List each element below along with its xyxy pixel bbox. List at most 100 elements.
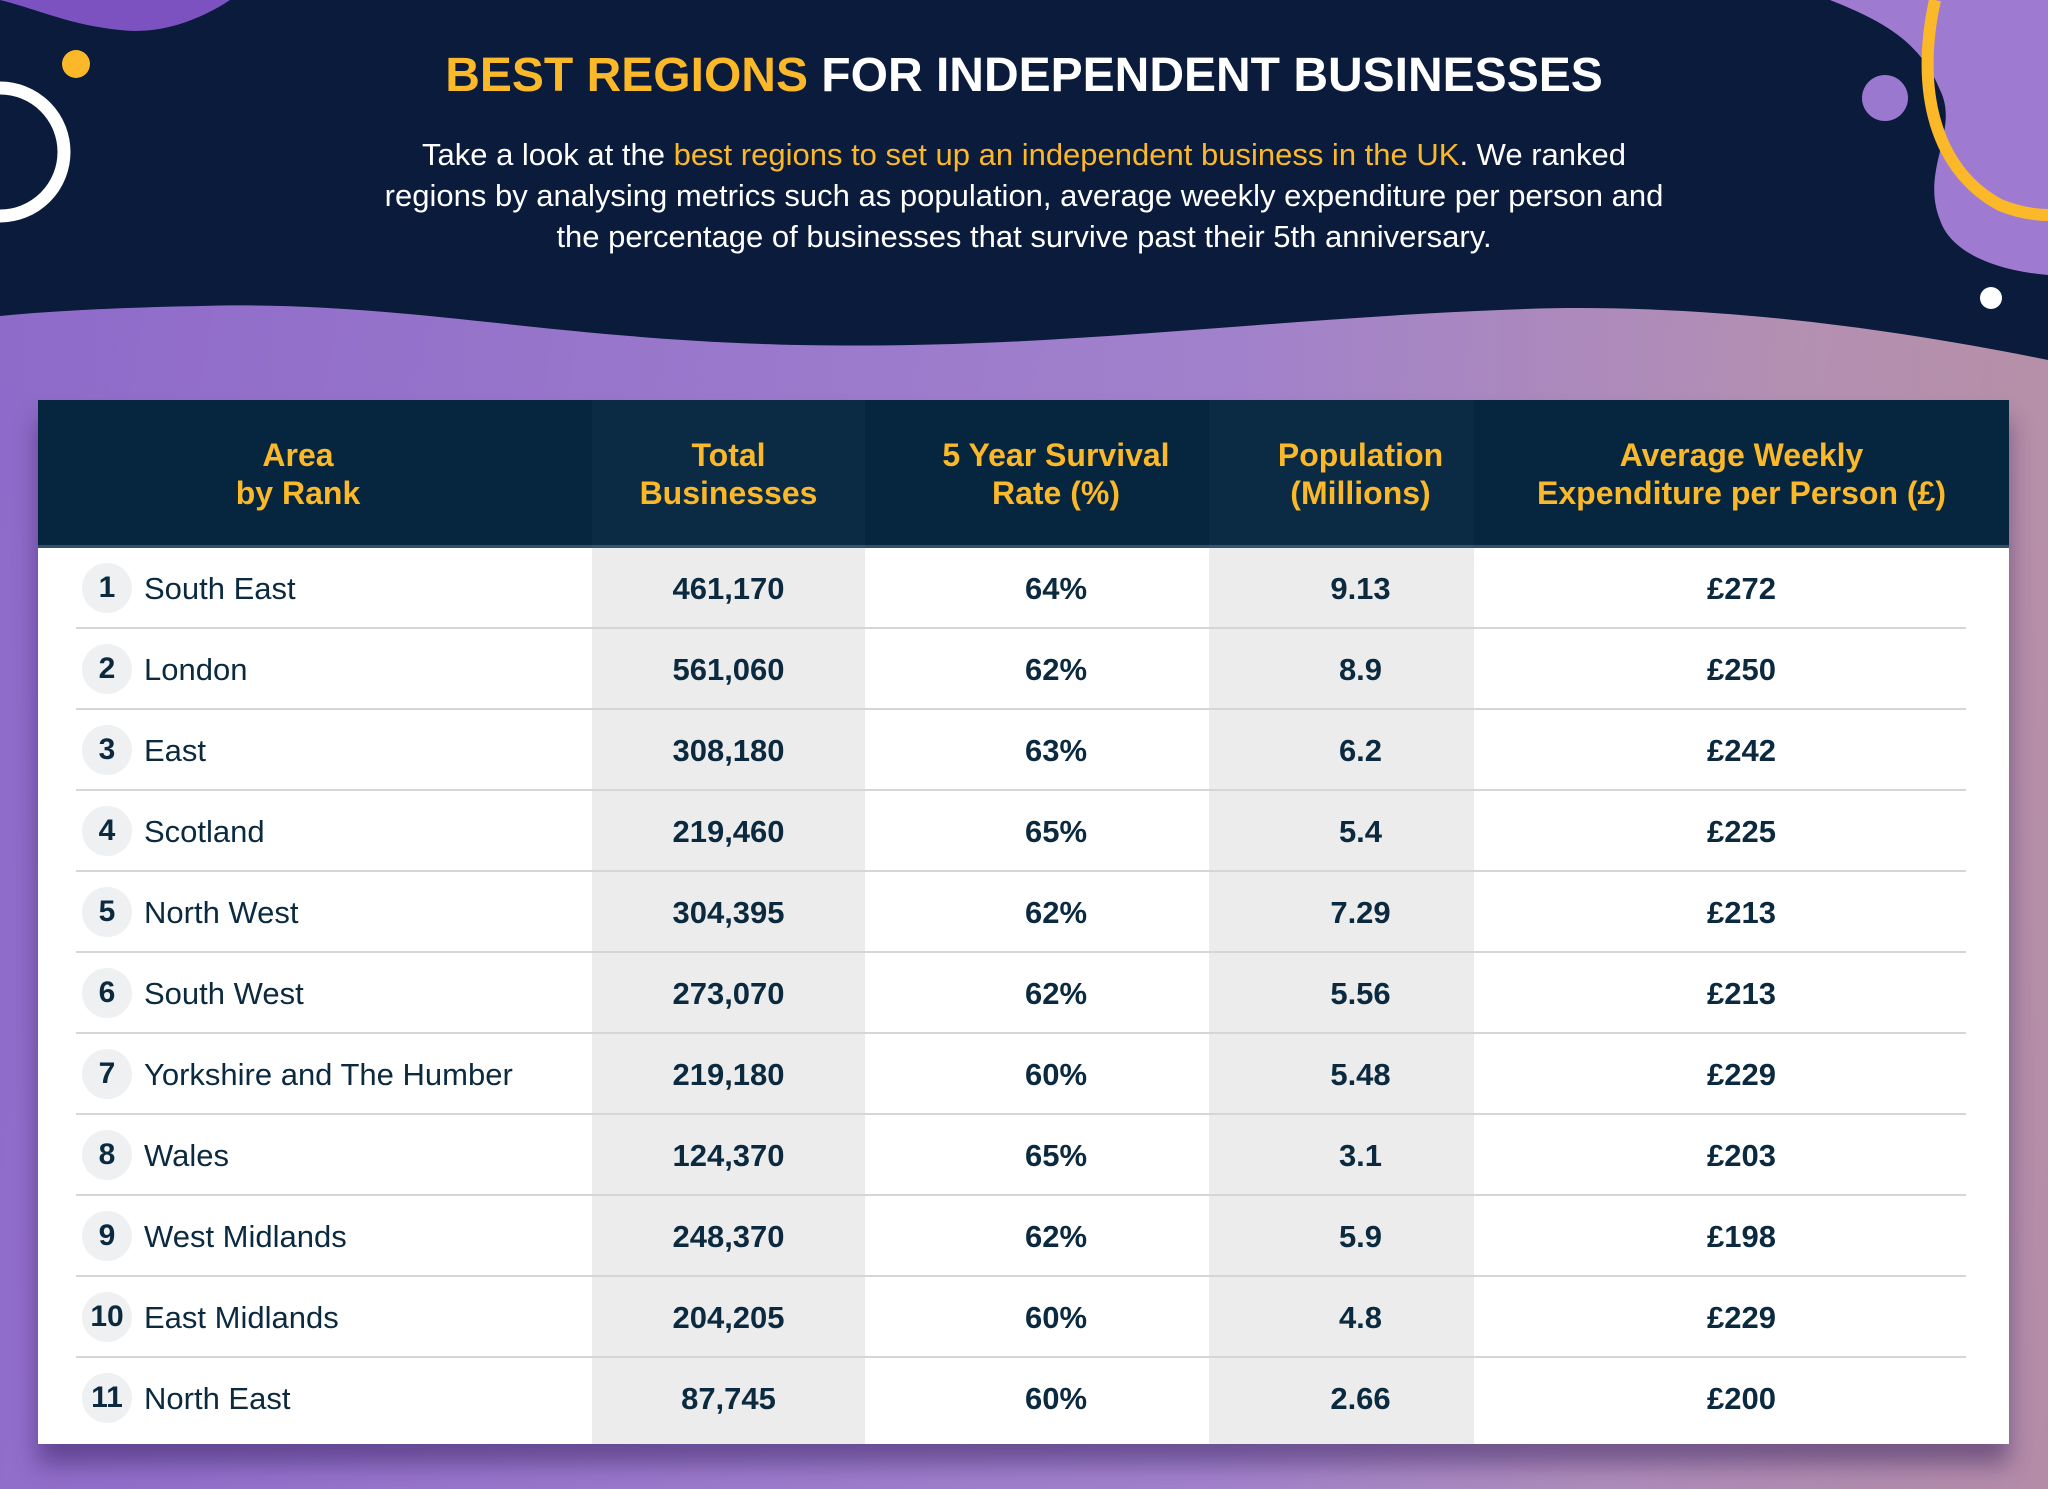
expenditure-cell: £213 bbox=[1707, 895, 1776, 930]
businesses-cell: 461,170 bbox=[672, 571, 785, 606]
area-name: East Midlands bbox=[144, 1300, 339, 1335]
table-row: 1 South East 461,170 64% 9.13 £272 bbox=[38, 548, 2009, 629]
row-divider bbox=[76, 1275, 1966, 1277]
rank-badge: 9 bbox=[82, 1211, 132, 1261]
rank-badge: 10 bbox=[82, 1292, 132, 1342]
survival-cell: 64% bbox=[1024, 571, 1088, 606]
survival-cell: 62% bbox=[1024, 652, 1088, 687]
rank-badge: 5 bbox=[82, 887, 132, 937]
row-divider bbox=[76, 951, 1966, 953]
survival-cell: 60% bbox=[1024, 1057, 1088, 1092]
column-header: Area by Rank bbox=[235, 437, 361, 511]
survival-cell: 62% bbox=[1024, 976, 1088, 1011]
businesses-cell: 248,370 bbox=[672, 1219, 785, 1254]
businesses-cell: 124,370 bbox=[672, 1138, 785, 1173]
row-divider bbox=[76, 1194, 1966, 1196]
businesses-cell: 204,205 bbox=[672, 1300, 785, 1335]
businesses-cell: 273,070 bbox=[672, 976, 785, 1011]
area-name: South East bbox=[144, 571, 296, 606]
table-row: 9 West Midlands 248,370 62% 5.9 £198 bbox=[38, 1196, 2009, 1277]
expenditure-cell: £203 bbox=[1707, 1138, 1776, 1173]
rank-badge: 1 bbox=[82, 563, 132, 613]
population-cell: 2.66 bbox=[1330, 1381, 1391, 1416]
expenditure-cell: £198 bbox=[1707, 1219, 1776, 1254]
rank-badge: 6 bbox=[82, 968, 132, 1018]
regions-table: Area by Rank Total Businesses 5 Year Survi… bbox=[38, 400, 2009, 1444]
survival-cell: 65% bbox=[1024, 1138, 1088, 1173]
table-row: 3 East 308,180 63% 6.2 £242 bbox=[38, 710, 2009, 791]
table-row: 4 Scotland 219,460 65% 5.4 £225 bbox=[38, 791, 2009, 872]
rank-badge: 4 bbox=[82, 806, 132, 856]
area-name: Scotland bbox=[144, 814, 265, 849]
survival-cell: 60% bbox=[1024, 1300, 1088, 1335]
population-cell: 3.1 bbox=[1338, 1138, 1383, 1173]
purple-blob-top-left bbox=[0, 0, 230, 31]
table-header: Area by Rank Total Businesses 5 Year Survi… bbox=[38, 400, 2009, 548]
survival-cell: 63% bbox=[1024, 733, 1088, 768]
expenditure-cell: £200 bbox=[1707, 1381, 1776, 1416]
table-row: 7 Yorkshire and The Humber 219,180 60% 5.48… bbox=[38, 1034, 2009, 1115]
population-cell: 9.13 bbox=[1330, 571, 1391, 606]
title-highlight: BEST REGIONS bbox=[445, 49, 808, 102]
table-row: 2 London 561,060 62% 8.9 £250 bbox=[38, 629, 2009, 710]
businesses-cell: 87,745 bbox=[681, 1381, 776, 1416]
area-name: London bbox=[144, 652, 248, 687]
intro-link[interactable]: best regions to set up an independent bu… bbox=[673, 137, 1460, 172]
expenditure-cell: £250 bbox=[1707, 652, 1776, 687]
row-divider bbox=[76, 627, 1966, 629]
column-shade bbox=[592, 400, 865, 1444]
businesses-cell: 219,460 bbox=[672, 814, 785, 849]
row-divider bbox=[76, 870, 1966, 872]
businesses-cell: 561,060 bbox=[672, 652, 785, 687]
column-shade bbox=[1209, 400, 1474, 1444]
table-row: 8 Wales 124,370 65% 3.1 £203 bbox=[38, 1115, 2009, 1196]
population-cell: 6.2 bbox=[1338, 733, 1383, 768]
column-header: Average Weekly Expenditure per Person (£… bbox=[1537, 437, 1946, 511]
population-cell: 7.29 bbox=[1330, 895, 1391, 930]
survival-cell: 60% bbox=[1024, 1381, 1088, 1416]
header-wave bbox=[0, 0, 2048, 360]
expenditure-cell: £225 bbox=[1707, 814, 1776, 849]
table-row: 5 North West 304,395 62% 7.29 £213 bbox=[38, 872, 2009, 953]
yellow-dot-icon bbox=[62, 50, 90, 78]
white-ring-icon bbox=[0, 81, 71, 223]
title-rest: FOR INDEPENDENT BUSINESSES bbox=[807, 49, 1603, 102]
row-divider bbox=[76, 708, 1966, 710]
white-dot-icon bbox=[1980, 287, 2002, 309]
intro-text: Take a look at the best regions to set u… bbox=[374, 134, 1674, 257]
row-divider bbox=[76, 1113, 1966, 1115]
survival-cell: 62% bbox=[1024, 895, 1088, 930]
population-cell: 5.48 bbox=[1330, 1057, 1391, 1092]
expenditure-cell: £229 bbox=[1707, 1057, 1776, 1092]
area-name: North West bbox=[144, 895, 299, 930]
row-divider bbox=[76, 789, 1966, 791]
rank-badge: 8 bbox=[82, 1130, 132, 1180]
expenditure-cell: £272 bbox=[1707, 571, 1776, 606]
expenditure-cell: £213 bbox=[1707, 976, 1776, 1011]
column-header: Population (Millions) bbox=[1277, 437, 1444, 511]
page-title: BEST REGIONS FOR INDEPENDENT BUSINESSES bbox=[0, 48, 2048, 103]
survival-cell: 62% bbox=[1024, 1219, 1088, 1254]
population-cell: 4.8 bbox=[1338, 1300, 1383, 1335]
expenditure-cell: £229 bbox=[1707, 1300, 1776, 1335]
expenditure-cell: £242 bbox=[1707, 733, 1776, 768]
population-cell: 5.4 bbox=[1338, 814, 1383, 849]
rank-badge: 11 bbox=[82, 1373, 132, 1423]
yellow-arc-icon bbox=[1921, 0, 2048, 221]
table-row: 11 North East 87,745 60% 2.66 £200 bbox=[38, 1358, 2009, 1439]
population-cell: 5.9 bbox=[1338, 1219, 1383, 1254]
area-name: North East bbox=[144, 1381, 291, 1416]
businesses-cell: 304,395 bbox=[672, 895, 785, 930]
survival-cell: 65% bbox=[1024, 814, 1088, 849]
rank-badge: 3 bbox=[82, 725, 132, 775]
businesses-cell: 308,180 bbox=[672, 733, 785, 768]
purple-dot-icon bbox=[1862, 75, 1908, 121]
area-name: Yorkshire and The Humber bbox=[144, 1057, 513, 1092]
area-name: East bbox=[144, 733, 207, 768]
rank-badge: 7 bbox=[82, 1049, 132, 1099]
population-cell: 5.56 bbox=[1330, 976, 1391, 1011]
table-row: 6 South West 273,070 62% 5.56 £213 bbox=[38, 953, 2009, 1034]
area-name: South West bbox=[144, 976, 304, 1011]
area-name: Wales bbox=[144, 1138, 229, 1173]
column-header: 5 Year Survival Rate (%) bbox=[942, 437, 1170, 511]
